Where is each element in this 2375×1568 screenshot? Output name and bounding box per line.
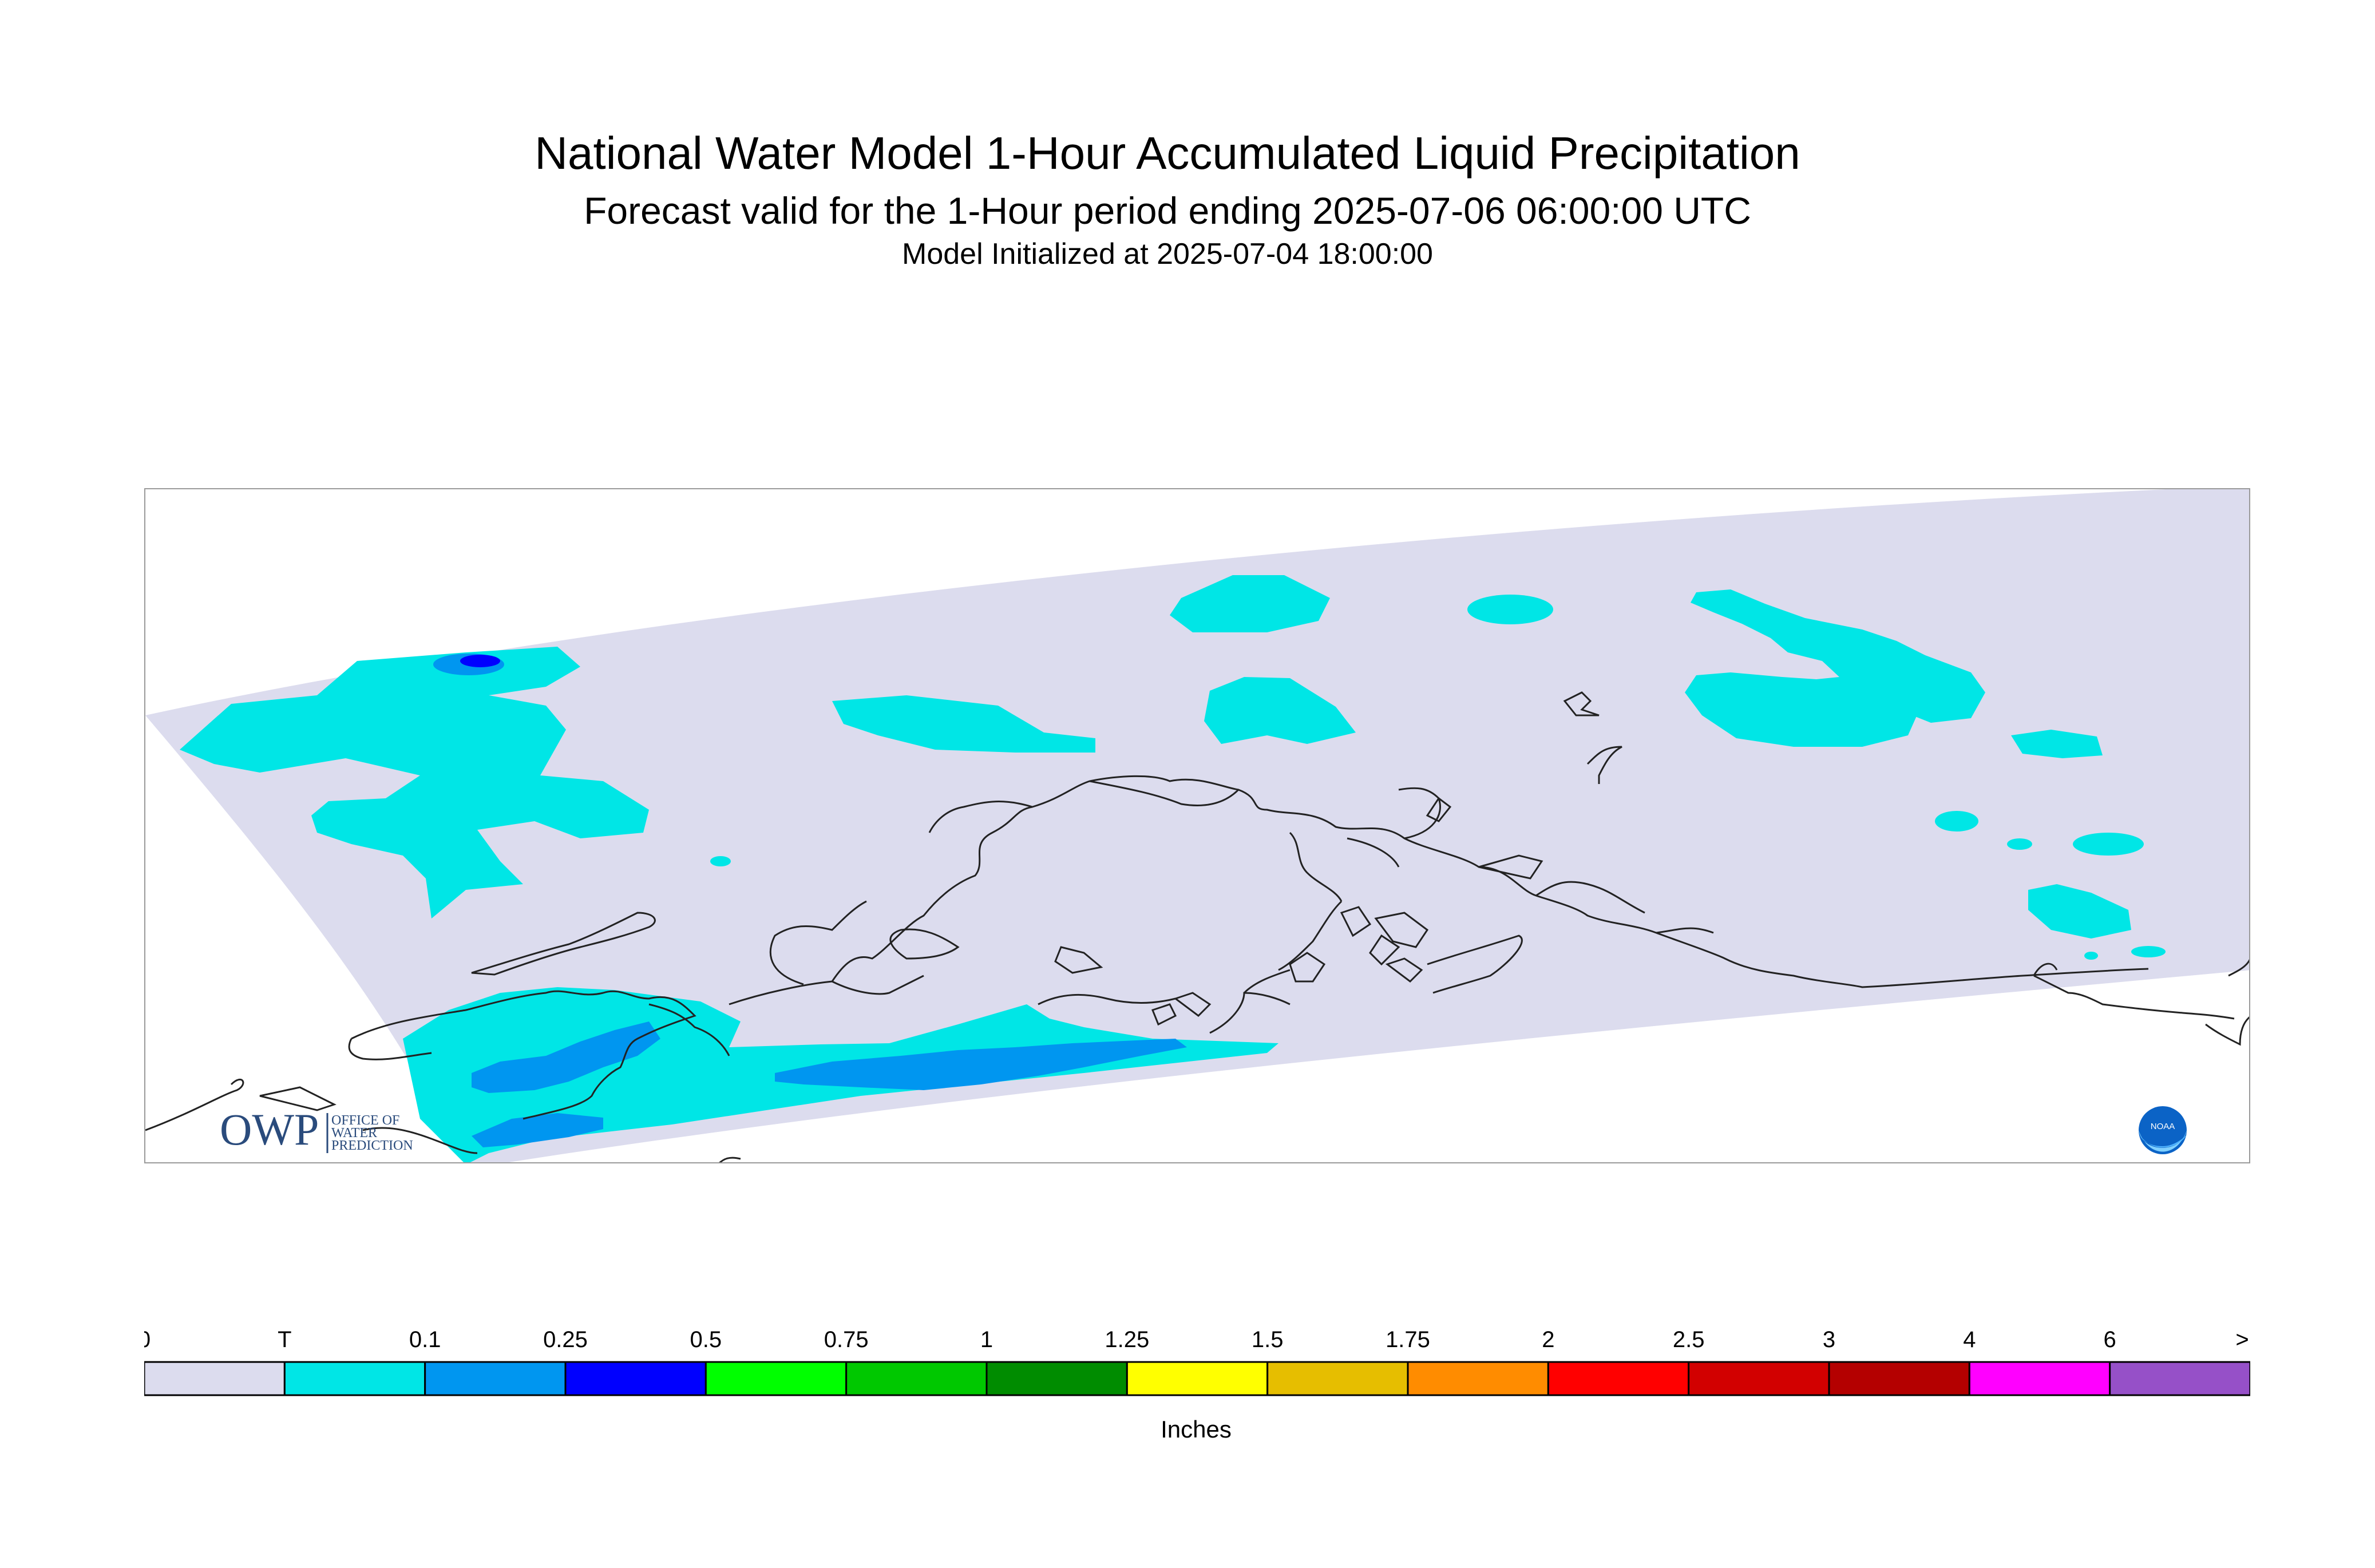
noaa-logo: NOAA: [2139, 1106, 2187, 1154]
model-init-time: Model Initialized at 2025-07-04 18:00:00: [902, 237, 1433, 271]
moderate-precip-areas: [433, 654, 504, 675]
legend-tick-label-14: 6: [2104, 1327, 2116, 1352]
legend-color-box-12: [1828, 1361, 1970, 1396]
map-subtitle: Forecast valid for the 1-Hour period end…: [584, 189, 1751, 232]
legend-color-box-9: [1407, 1361, 1549, 1396]
owp-logo-line-3: PREDICTION: [331, 1138, 413, 1153]
light-precip-areas: [472, 1021, 1187, 1147]
legend-tick-label-13: 4: [1963, 1327, 1976, 1352]
legend-tick-label-8: 1.5: [1252, 1327, 1284, 1352]
legend-color-box-2: [424, 1361, 567, 1396]
precipitation-map: OWP OFFICE OF WATER PREDICTION NOAA: [145, 489, 2249, 1162]
legend-tick-label-1: T: [278, 1327, 291, 1352]
legend-color-box-8: [1266, 1361, 1409, 1396]
legend-color-box-4: [704, 1361, 848, 1396]
owp-logo-mark: OWP: [220, 1104, 319, 1154]
legend-tick-label-9: 1.75: [1386, 1327, 1430, 1352]
legend-tick-label-4: 0.5: [690, 1327, 722, 1352]
legend-color-box-13: [1968, 1361, 2111, 1396]
legend-tick-label-15: >: [2235, 1327, 2249, 1352]
legend-tick-label-5: 0.75: [824, 1327, 869, 1352]
owp-logo: OWP OFFICE OF WATER PREDICTION: [220, 1104, 413, 1154]
legend-tick-label-2: 0.1: [409, 1327, 441, 1352]
coastlines: [145, 691, 2249, 1162]
legend-color-box-11: [1688, 1361, 1830, 1396]
legend-color-boxes: [144, 1361, 2250, 1396]
legend-units-label: Inches: [1161, 1416, 1232, 1443]
map-title: National Water Model 1-Hour Accumulated …: [535, 128, 1800, 179]
legend-color-box-0: [144, 1361, 286, 1396]
map-frame: OWP OFFICE OF WATER PREDICTION NOAA: [144, 488, 2250, 1163]
legend-color-box-5: [845, 1361, 988, 1396]
legend-tick-label-3: 0.25: [543, 1327, 588, 1352]
legend-tick-label-11: 2.5: [1673, 1327, 1705, 1352]
color-scale-legend: 0 T 0.1 0.25 0.5 0.75 1 1.25 1.5 1.75 2 2.5 3 4 6 >: [144, 1316, 2250, 1454]
legend-color-box-7: [1126, 1361, 1269, 1396]
owp-logo-line-1: OFFICE OF: [331, 1113, 399, 1128]
legend-color-box-14: [2109, 1361, 2250, 1396]
legend-tick-label-12: 3: [1823, 1327, 1835, 1352]
legend-svg: 0 T 0.1 0.25 0.5 0.75 1 1.25 1.5 1.75 2 2.5 3 4 6 >: [144, 1327, 2250, 1396]
owp-logo-line-2: WATER: [331, 1126, 377, 1141]
legend-tick-label-7: 1.25: [1105, 1327, 1149, 1352]
legend-tick-label-0: 0: [144, 1327, 151, 1352]
legend-color-box-1: [283, 1361, 426, 1396]
legend-tick-label-10: 2: [1542, 1327, 1554, 1352]
legend-color-box-3: [564, 1361, 707, 1396]
legend-tick-label-6: 1: [980, 1327, 993, 1352]
legend-color-box-10: [1547, 1361, 1690, 1396]
legend-tick-labels: 0 T 0.1 0.25 0.5 0.75 1 1.25 1.5 1.75 2 2.5 3 4 6 >: [144, 1327, 2249, 1352]
model-domain: [145, 489, 2249, 1162]
noaa-logo-text: NOAA: [2151, 1122, 2175, 1131]
legend-color-box-6: [985, 1361, 1128, 1396]
